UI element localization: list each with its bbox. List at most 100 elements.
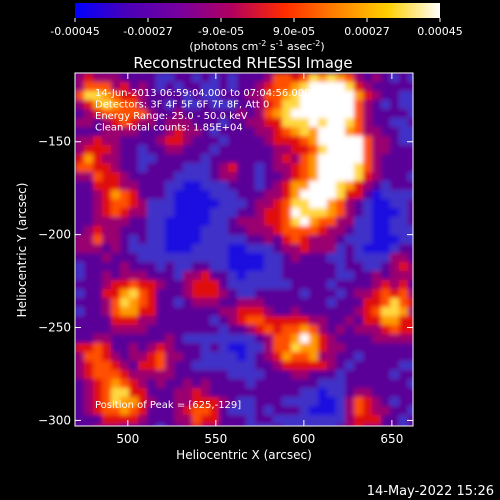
heatmap-cell xyxy=(399,361,409,371)
heatmap-cell xyxy=(147,289,157,299)
heatmap-cell xyxy=(327,136,337,146)
heatmap-cell xyxy=(237,298,247,308)
heatmap-cell xyxy=(129,298,139,308)
heatmap-cell xyxy=(255,73,265,83)
heatmap-cell xyxy=(75,397,85,407)
heatmap-cell xyxy=(282,406,292,416)
heatmap-cell xyxy=(201,91,211,101)
heatmap-cell xyxy=(93,235,103,245)
heatmap-cell xyxy=(246,370,256,380)
heatmap-cell xyxy=(93,343,103,353)
heatmap-cell xyxy=(201,397,211,407)
heatmap-cell xyxy=(192,379,202,389)
heatmap-cell xyxy=(210,172,220,182)
heatmap-cell xyxy=(174,424,184,426)
heatmap-cell xyxy=(363,316,373,326)
heatmap-cell xyxy=(264,325,274,335)
heatmap-cell xyxy=(300,172,310,182)
heatmap-cell xyxy=(111,100,121,110)
heatmap-cell xyxy=(309,271,319,281)
heatmap-cell xyxy=(345,343,355,353)
heatmap-cell xyxy=(192,82,202,92)
heatmap-cell xyxy=(309,109,319,119)
heatmap-cell xyxy=(381,82,391,92)
heatmap-cell xyxy=(147,145,157,155)
heatmap-cell xyxy=(237,244,247,254)
heatmap-cell xyxy=(210,100,220,110)
heatmap-cell xyxy=(147,136,157,146)
heatmap-cell xyxy=(156,82,166,92)
heatmap-cell xyxy=(282,82,292,92)
heatmap-cell xyxy=(219,343,229,353)
heatmap-cell xyxy=(354,262,364,272)
heatmap-cell xyxy=(291,406,301,416)
heatmap-cell xyxy=(75,235,85,245)
heatmap-cell xyxy=(363,424,373,426)
heatmap-cell xyxy=(102,100,112,110)
heatmap-cell xyxy=(210,91,220,101)
heatmap-cell xyxy=(147,397,157,407)
heatmap-cell xyxy=(246,217,256,227)
heatmap-cell xyxy=(219,217,229,227)
heatmap-cell xyxy=(372,208,382,218)
heatmap-cell xyxy=(246,343,256,353)
heatmap-cell xyxy=(237,172,247,182)
heatmap-cell xyxy=(336,424,346,426)
heatmap-cell xyxy=(336,307,346,317)
heatmap-cell xyxy=(219,127,229,137)
heatmap-cell xyxy=(156,208,166,218)
heatmap-cell xyxy=(237,217,247,227)
heatmap-cell xyxy=(327,226,337,236)
heatmap-cell xyxy=(165,199,175,209)
heatmap-cell xyxy=(120,163,130,173)
heatmap-cell xyxy=(318,361,328,371)
heatmap-cell xyxy=(219,190,229,200)
heatmap-cell xyxy=(102,91,112,101)
heatmap-cell xyxy=(219,136,229,146)
heatmap-cell xyxy=(273,208,283,218)
heatmap-cell xyxy=(291,208,301,218)
heatmap-cell xyxy=(282,280,292,290)
heatmap-cell xyxy=(201,226,211,236)
heatmap-cell xyxy=(93,316,103,326)
heatmap-cell xyxy=(174,343,184,353)
heatmap-cell xyxy=(390,370,400,380)
heatmap-cell xyxy=(363,127,373,137)
heatmap-cell xyxy=(237,397,247,407)
heatmap-cell xyxy=(363,334,373,344)
heatmap-cell xyxy=(273,334,283,344)
heatmap-cell xyxy=(111,145,121,155)
heatmap-cell xyxy=(75,172,85,182)
heatmap-cell xyxy=(183,100,193,110)
heatmap-cell xyxy=(354,397,364,407)
heatmap-cell xyxy=(390,190,400,200)
heatmap-cell xyxy=(318,316,328,326)
heatmap-cell xyxy=(408,343,413,353)
heatmap-cell xyxy=(237,343,247,353)
heatmap-cell xyxy=(192,343,202,353)
heatmap-cell xyxy=(120,73,130,83)
heatmap-cell xyxy=(138,190,148,200)
heatmap-cell xyxy=(165,172,175,182)
heatmap-cell xyxy=(111,406,121,416)
heatmap-cell xyxy=(174,163,184,173)
heatmap-cell xyxy=(237,73,247,83)
heatmap-cell xyxy=(318,244,328,254)
heatmap-cell xyxy=(129,145,139,155)
heatmap-cell xyxy=(309,325,319,335)
heatmap-cell xyxy=(291,181,301,191)
heatmap-cell xyxy=(165,190,175,200)
heatmap-cell xyxy=(336,397,346,407)
heatmap-cell xyxy=(120,91,130,101)
heatmap-cell xyxy=(75,73,85,83)
heatmap-cell xyxy=(93,424,103,426)
heatmap-cell xyxy=(255,289,265,299)
heatmap-cell xyxy=(318,271,328,281)
heatmap-cell xyxy=(120,379,130,389)
heatmap-cell xyxy=(246,298,256,308)
heatmap-cell xyxy=(282,415,292,425)
heatmap-cell xyxy=(381,253,391,263)
heatmap-cell xyxy=(318,334,328,344)
info-text: 14-Jun-2013 06:59:04.000 to 07:04:56.000… xyxy=(95,88,311,134)
heatmap-cell xyxy=(255,127,265,137)
